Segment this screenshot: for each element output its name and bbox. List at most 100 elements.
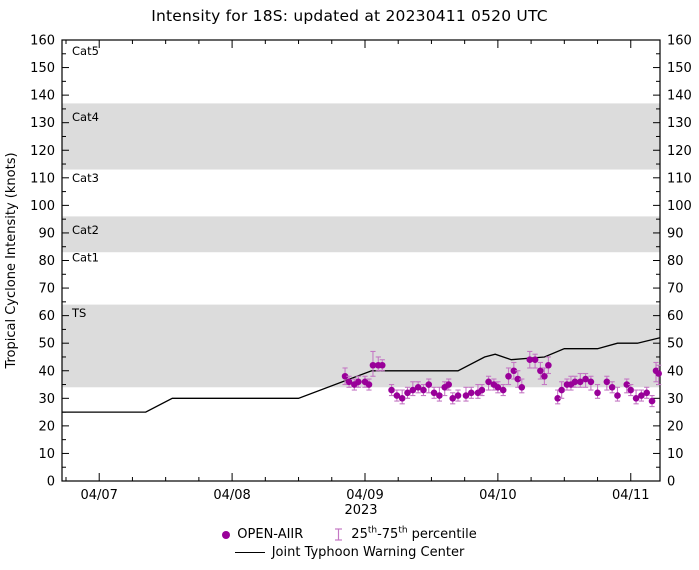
open-aiir-data-point	[388, 386, 395, 394]
y-tick-label-right: 150	[667, 61, 692, 76]
legend-label-jtwc: Joint Typhoon Warning Center	[271, 545, 465, 560]
open-aiir-data-point	[643, 389, 651, 397]
x-tick-label: 04/10	[479, 488, 516, 503]
y-tick-label-left: 20	[38, 419, 55, 434]
y-tick-label-right: 90	[667, 226, 684, 241]
open-aiir-data-point	[420, 386, 427, 394]
open-aiir-data-point	[393, 392, 401, 399]
open-aiir-data-point	[623, 381, 631, 388]
open-aiir-data-point	[510, 367, 518, 375]
y-tick-label-right: 140	[667, 89, 692, 104]
category-label-cat4: Cat4	[72, 110, 99, 124]
y-tick-label-left: 160	[30, 34, 55, 49]
open-aiir-data-point	[467, 389, 475, 397]
open-aiir-data-point	[436, 392, 443, 399]
open-aiir-data-point	[345, 378, 353, 386]
y-tick-label-left: 90	[38, 226, 55, 241]
y-tick-label-right: 50	[667, 337, 684, 352]
open-aiir-data-point	[603, 378, 611, 386]
y-tick-label-left: 40	[38, 364, 55, 379]
open-aiir-data-point	[425, 381, 433, 388]
open-aiir-data-point	[541, 372, 548, 380]
chart-title: Intensity for 18S: updated at 20230411 0…	[151, 7, 548, 25]
y-tick-label-right: 20	[667, 419, 684, 434]
legend-row-1: OPEN-AIIR 25th-75th percentile	[222, 525, 477, 542]
legend-item-jtwc: Joint Typhoon Warning Center	[234, 545, 465, 560]
x-tick-label: 04/11	[612, 488, 649, 503]
category-label-cat1: Cat1	[72, 251, 99, 265]
x-tick-label: 04/09	[346, 488, 383, 503]
open-aiir-data-point	[554, 395, 561, 402]
category-label-ts: TS	[71, 306, 86, 320]
category-band-cat4	[62, 103, 660, 170]
open-aiir-data-point	[494, 383, 502, 391]
y-tick-label-right: 130	[667, 116, 692, 131]
y-tick-label-right: 100	[667, 199, 692, 214]
category-label-cat3: Cat3	[72, 171, 99, 185]
open-aiir-data-point	[365, 381, 373, 388]
open-aiir-data-point	[526, 356, 534, 364]
legend-label-open-aiir: OPEN-AIIR	[237, 527, 304, 542]
open-aiir-data-point	[369, 361, 377, 369]
y-tick-label-left: 80	[38, 254, 55, 269]
open-aiir-data-point	[485, 378, 492, 386]
open-aiir-data-point	[355, 378, 362, 386]
category-label-cat2: Cat2	[72, 223, 99, 237]
open-aiir-data-point	[499, 386, 507, 394]
open-aiir-data-point	[545, 361, 552, 369]
legend-item-open-aiir: OPEN-AIIR	[222, 527, 303, 542]
open-aiir-data-point	[655, 370, 662, 377]
y-tick-label-right: 160	[667, 34, 692, 49]
y-tick-label-right: 0	[667, 475, 675, 490]
open-aiir-data-point	[518, 383, 526, 391]
y-tick-label-left: 50	[38, 337, 55, 352]
open-aiir-data-point	[378, 361, 386, 369]
open-aiir-data-point	[449, 395, 456, 402]
legend-row-2: Joint Typhoon Warning Center	[234, 545, 465, 560]
open-aiir-data-point	[582, 375, 589, 383]
y-tick-label-right: 30	[667, 392, 684, 407]
open-aiir-data-point	[537, 367, 544, 375]
y-tick-label-left: 110	[30, 171, 55, 186]
open-aiir-data-point	[404, 389, 411, 397]
y-tick-label-right: 120	[667, 144, 692, 159]
y-tick-label-left: 120	[30, 144, 55, 159]
open-aiir-data-point	[614, 392, 621, 399]
y-tick-label-left: 140	[30, 89, 55, 104]
y-tick-label-right: 40	[667, 364, 684, 379]
legend-item-percentile: 25th-75th percentile	[333, 525, 477, 542]
jtwc-line	[62, 337, 661, 413]
open-aiir-data-point	[587, 378, 595, 386]
category-label-cat5: Cat5	[72, 44, 99, 58]
y-tick-label-right: 110	[667, 171, 692, 186]
open-aiir-data-point	[531, 356, 539, 364]
open-aiir-data-point	[462, 392, 470, 399]
legend-label-percentile: 25th-75th percentile	[351, 525, 477, 542]
open-aiir-data-point	[627, 386, 635, 394]
open-aiir-data-point	[430, 389, 438, 397]
open-aiir-data-point	[341, 372, 349, 380]
open-aiir-data-point	[648, 397, 656, 405]
percentile-errorbar-icon	[335, 528, 343, 541]
y-tick-label-right: 70	[667, 282, 684, 297]
jtwc-line-icon	[234, 552, 265, 553]
category-band-cat2	[62, 216, 660, 253]
open-aiir-data-point	[632, 395, 640, 402]
open-aiir-data-point	[414, 383, 422, 391]
open-aiir-data-point	[454, 392, 462, 399]
open-aiir-data-point	[571, 378, 579, 386]
open-aiir-data-point	[558, 386, 565, 394]
y-tick-label-left: 150	[30, 61, 55, 76]
x-tick-label: 04/07	[80, 488, 117, 503]
open-aiir-data-point	[576, 378, 584, 386]
open-aiir-data-point	[445, 381, 453, 388]
open-aiir-data-point	[594, 389, 601, 397]
y-tick-label-left: 130	[30, 116, 55, 131]
y-tick-label-right: 80	[667, 254, 684, 269]
legend: OPEN-AIIR 25th-75th percentile Joint Typ…	[0, 525, 699, 560]
y-tick-label-right: 10	[667, 447, 684, 462]
open-aiir-dot-icon	[222, 530, 231, 539]
y-tick-label-left: 60	[38, 309, 55, 324]
category-band-ts	[62, 304, 660, 388]
